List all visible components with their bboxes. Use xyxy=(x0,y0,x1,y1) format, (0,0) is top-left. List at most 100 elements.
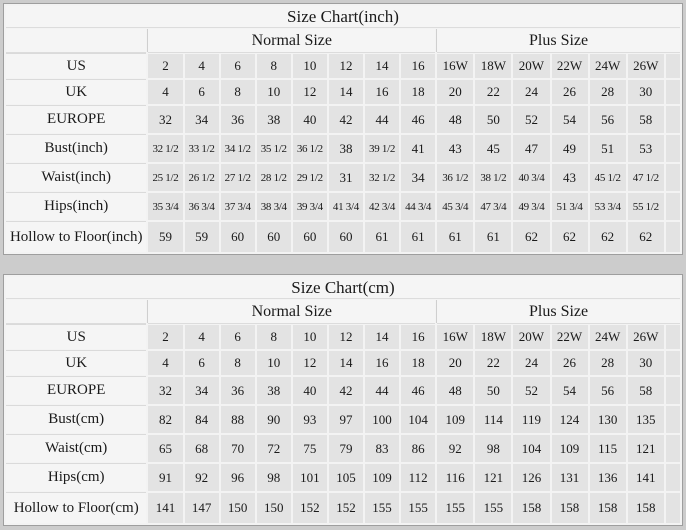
filler-cell xyxy=(665,135,680,162)
size-cell: 56 xyxy=(589,377,626,404)
normal-size-header: Normal Size xyxy=(148,29,436,52)
size-cell: 24 xyxy=(513,80,550,104)
size-cell: 83 xyxy=(364,435,400,462)
size-cell: 55 1/2 xyxy=(627,193,664,220)
size-cell: 38 xyxy=(256,377,291,404)
table-row: Bust(cm) 82 84 88 90 93 97 100 104 109 114 119 124 13… xyxy=(6,406,680,433)
row-label: US xyxy=(6,325,147,349)
size-cell: 4 xyxy=(148,351,183,375)
size-cell: 8 xyxy=(220,80,255,104)
filler-cell xyxy=(665,325,680,349)
size-cell: 10 xyxy=(292,54,327,78)
size-cell: 130 xyxy=(589,406,626,433)
size-cell: 16W xyxy=(437,54,474,78)
row-label: Hips(inch) xyxy=(6,193,147,220)
size-cell: 158 xyxy=(551,493,588,523)
size-cell: 92 xyxy=(437,435,474,462)
row-label: US xyxy=(6,54,147,78)
size-cell: 114 xyxy=(475,406,512,433)
size-cell: 48 xyxy=(437,377,474,404)
row-label: UK xyxy=(6,80,147,104)
size-cell: 35 3/4 xyxy=(148,193,183,220)
size-cell: 14 xyxy=(364,325,400,349)
size-cell: 65 xyxy=(148,435,183,462)
size-cell: 104 xyxy=(513,435,550,462)
size-cell: 97 xyxy=(328,406,363,433)
size-cell: 109 xyxy=(437,406,474,433)
filler-cell xyxy=(665,54,680,78)
size-cell: 32 xyxy=(148,377,183,404)
size-chart-inch-table: Size Chart(inch) Normal Size Plus Size U… xyxy=(3,3,683,255)
size-cell: 24W xyxy=(589,54,626,78)
size-cell: 79 xyxy=(328,435,363,462)
size-cell: 50 xyxy=(475,106,512,133)
size-cell: 26 xyxy=(551,80,588,104)
size-cell: 12 xyxy=(292,351,327,375)
table-row: UK 4 6 8 10 12 14 16 18 20 22 24 26 28 30 xyxy=(6,351,680,375)
size-cell: 38 xyxy=(328,135,363,162)
table-title-row: Size Chart(inch) xyxy=(6,6,680,27)
size-cell: 43 xyxy=(437,135,474,162)
size-cell: 61 xyxy=(437,222,474,252)
size-cell: 52 xyxy=(513,106,550,133)
table-row: UK 4 6 8 10 12 14 16 18 20 22 24 26 28 30 xyxy=(6,80,680,104)
size-cell: 6 xyxy=(184,80,219,104)
size-cell: 43 xyxy=(551,164,588,191)
size-cell: 26W xyxy=(627,325,664,349)
size-cell: 38 1/2 xyxy=(475,164,512,191)
size-cell: 22 xyxy=(475,80,512,104)
size-cell: 116 xyxy=(437,464,474,491)
size-cell: 35 1/2 xyxy=(256,135,291,162)
size-cell: 60 xyxy=(256,222,291,252)
size-cell: 33 1/2 xyxy=(184,135,219,162)
size-cell: 101 xyxy=(292,464,327,491)
size-cell: 30 xyxy=(627,351,664,375)
size-cell: 135 xyxy=(627,406,664,433)
size-cell: 126 xyxy=(513,464,550,491)
row-label: UK xyxy=(6,351,147,375)
size-cell: 41 xyxy=(401,135,436,162)
size-cell: 105 xyxy=(328,464,363,491)
size-cell: 147 xyxy=(184,493,219,523)
plus-size-header: Plus Size xyxy=(437,29,680,52)
size-cell: 4 xyxy=(184,325,219,349)
size-cell: 28 xyxy=(589,351,626,375)
size-cell: 20W xyxy=(513,54,550,78)
size-cell: 40 xyxy=(292,106,327,133)
size-cell: 82 xyxy=(148,406,183,433)
size-cell: 98 xyxy=(256,464,291,491)
size-cell: 75 xyxy=(292,435,327,462)
size-cell: 40 3/4 xyxy=(513,164,550,191)
size-cell: 16 xyxy=(401,54,436,78)
size-cell: 8 xyxy=(220,351,255,375)
size-cell: 96 xyxy=(220,464,255,491)
size-cell: 37 3/4 xyxy=(220,193,255,220)
size-cell: 58 xyxy=(627,106,664,133)
size-cell: 18 xyxy=(401,351,436,375)
size-cell: 50 xyxy=(475,377,512,404)
size-cell: 26 1/2 xyxy=(184,164,219,191)
size-cell: 16 xyxy=(401,325,436,349)
filler-cell xyxy=(665,222,680,252)
size-cell: 104 xyxy=(401,406,436,433)
size-cell: 155 xyxy=(475,493,512,523)
size-cell: 60 xyxy=(328,222,363,252)
table-row: Hollow to Floor(inch) 59 59 60 60 60 60 61 61 61 6… xyxy=(6,222,680,252)
table-row: Waist(cm) 65 68 70 72 75 79 83 86 92 98 104 109 115 12… xyxy=(6,435,680,462)
size-cell: 24 xyxy=(513,351,550,375)
size-cell: 34 1/2 xyxy=(220,135,255,162)
table-title-row: Size Chart(cm) xyxy=(6,277,680,298)
size-cell: 12 xyxy=(328,325,363,349)
size-cell: 14 xyxy=(328,80,363,104)
row-label: Bust(inch) xyxy=(6,135,147,162)
size-cell: 14 xyxy=(364,54,400,78)
filler-cell xyxy=(665,106,680,133)
row-label: Hips(cm) xyxy=(6,464,147,491)
size-cell: 62 xyxy=(551,222,588,252)
filler-cell xyxy=(665,193,680,220)
size-cell: 12 xyxy=(328,54,363,78)
table-row: EUROPE 32 34 36 38 40 42 44 46 48 50 52 54 56 58 xyxy=(6,377,680,404)
size-cell: 36 3/4 xyxy=(184,193,219,220)
size-cell: 59 xyxy=(184,222,219,252)
size-cell: 98 xyxy=(475,435,512,462)
